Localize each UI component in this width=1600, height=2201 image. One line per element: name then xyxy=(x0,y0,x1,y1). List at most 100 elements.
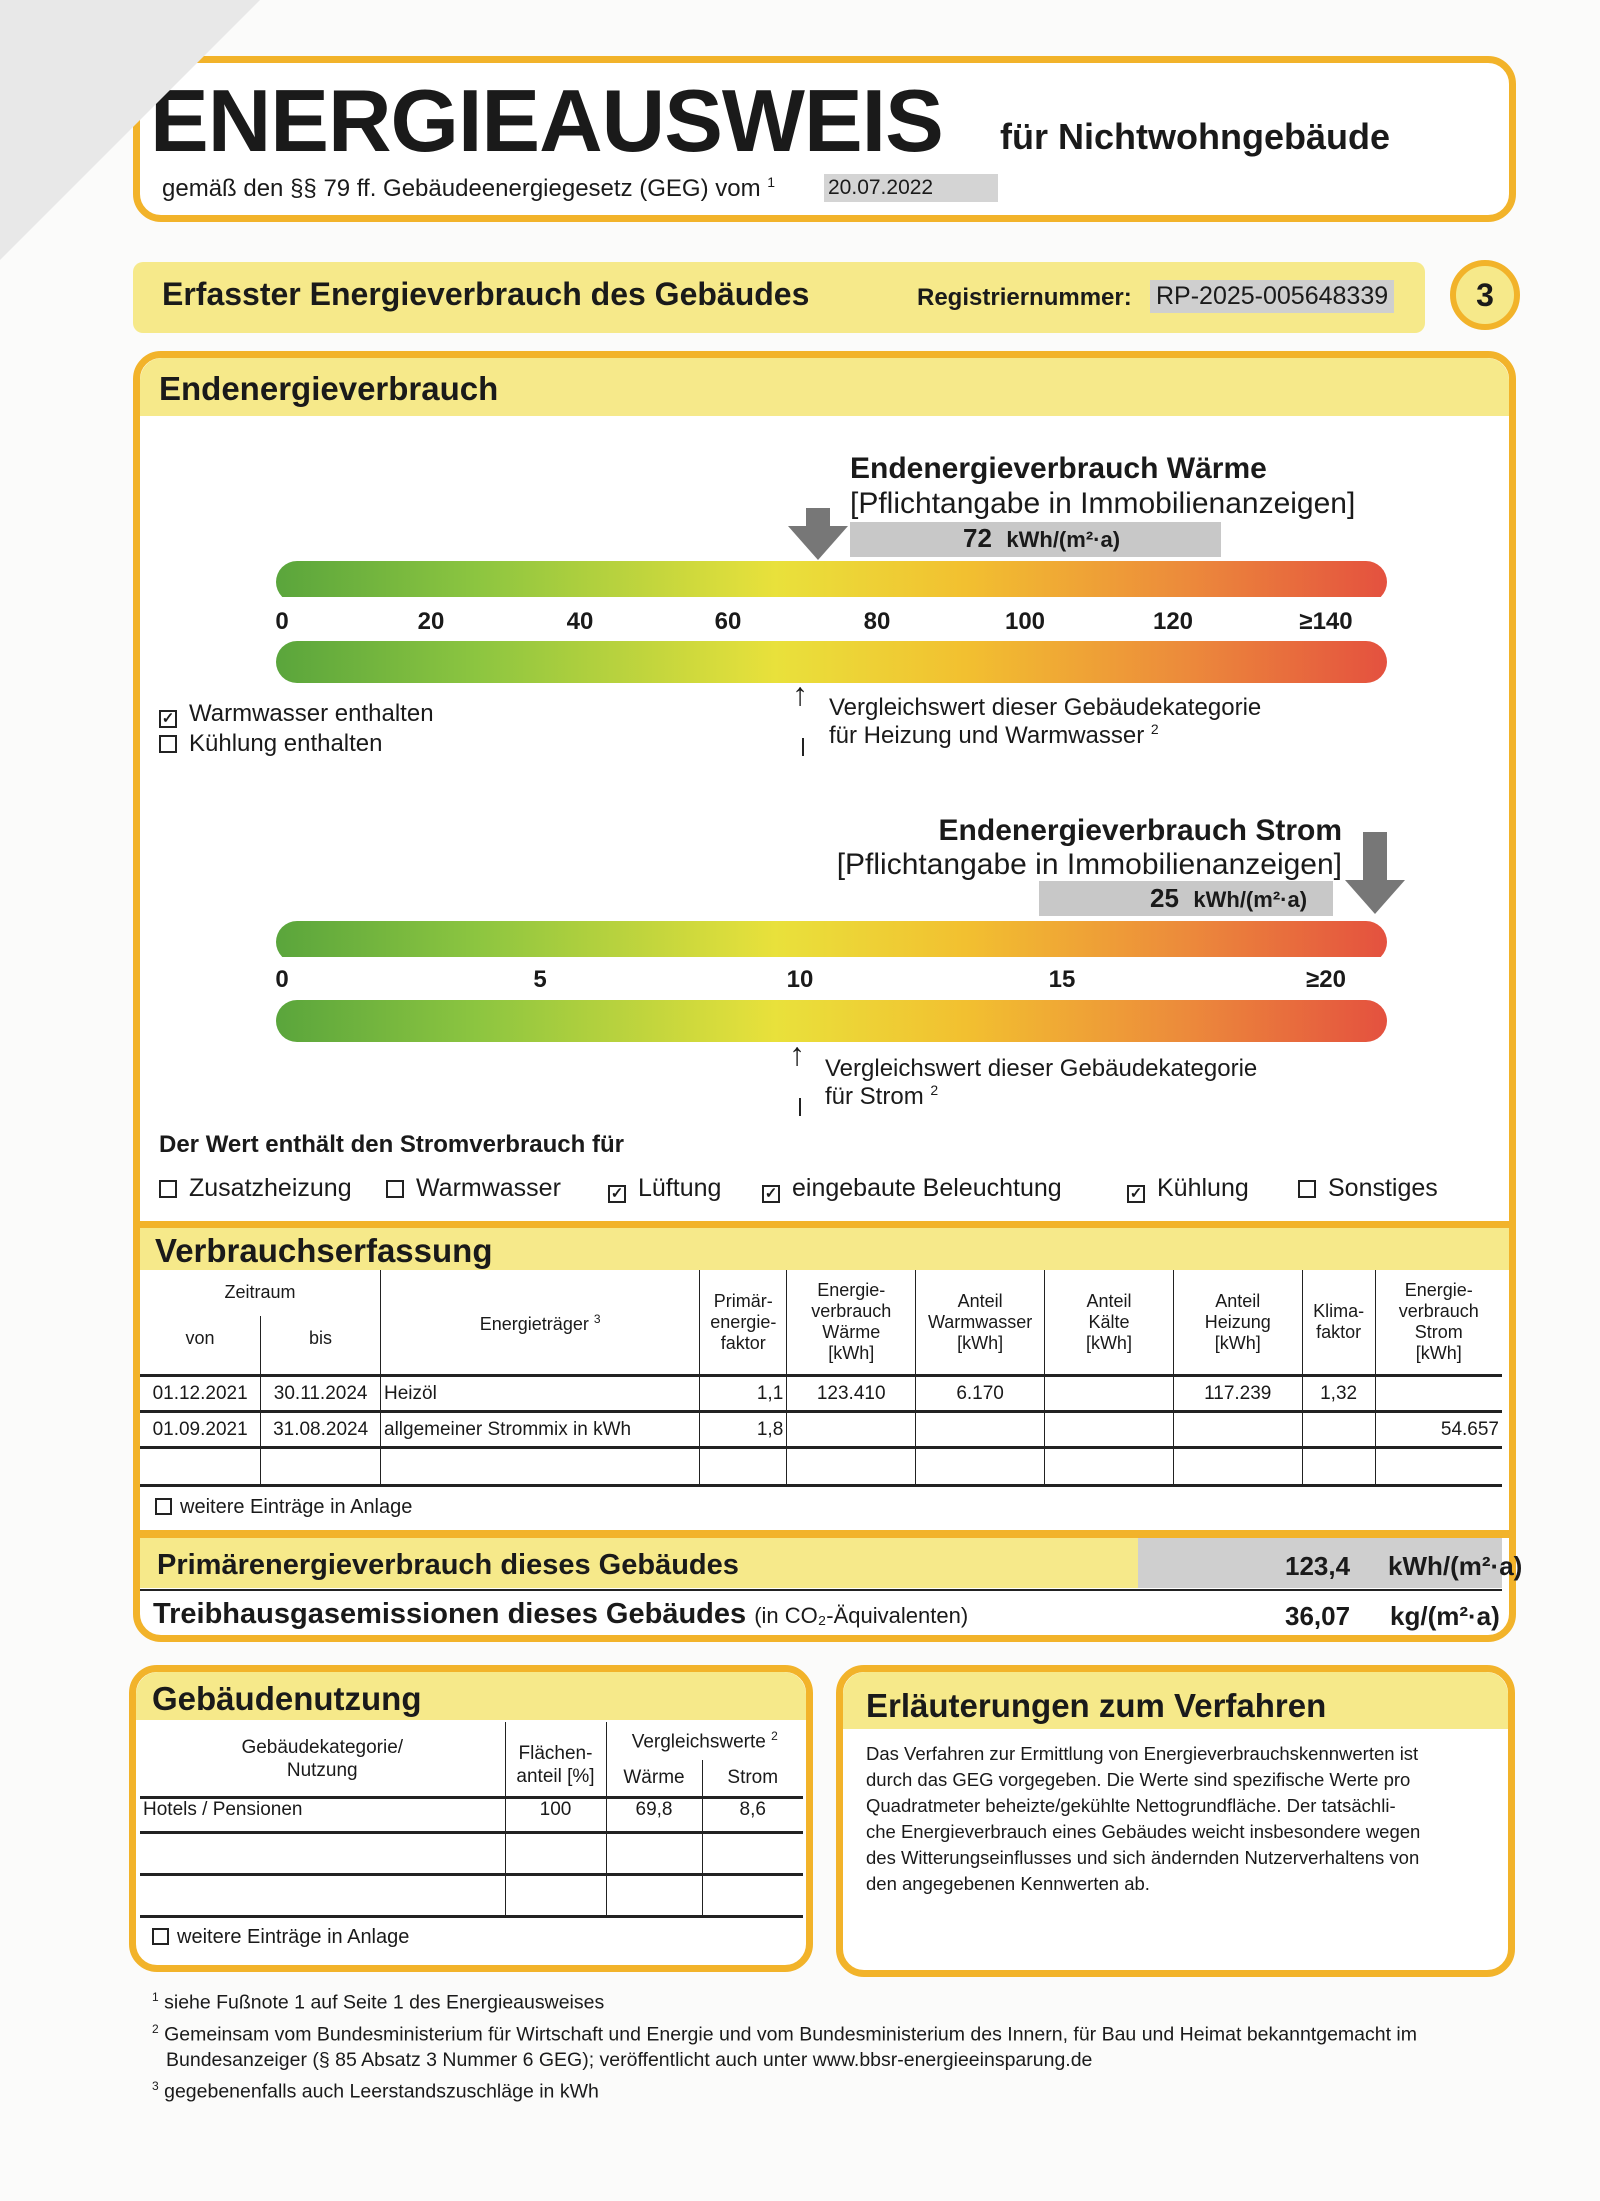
check-label: Warmwasser enthalten xyxy=(189,700,434,727)
footnote-text: Gemeinsam vom Bundesministerium für Wirt… xyxy=(164,2023,1418,2045)
traeger-label: Energieträger xyxy=(479,1314,589,1334)
verbrauch-divider xyxy=(133,1221,1516,1228)
thg-note: (in CO₂-Äquivalenten) xyxy=(754,1603,969,1628)
primaer-label: Primärenergieverbrauch dieses Gebäudes xyxy=(157,1549,739,1581)
waerme-arrow-stem xyxy=(806,508,830,528)
strom-value: 25 kWh/(m²·a) xyxy=(1150,883,1307,914)
primaer-unit: kWh/(m²·a) xyxy=(1388,1551,1523,1581)
include-label: Kühlung xyxy=(1157,1174,1249,1202)
document-title: ENERGIEAUSWEIS xyxy=(150,71,944,170)
strom-compare-text-1: Vergleichswert dieser Gebäudekategorie xyxy=(825,1055,1258,1082)
heizung-header: Anteil Heizung [kWh] xyxy=(1172,1270,1303,1376)
strom-scale-band xyxy=(276,957,1387,1007)
footnote-ref: 2 xyxy=(771,1728,778,1743)
strom-includes-label: Der Wert enthält den Stromverbrauch für xyxy=(159,1131,624,1158)
cell-waerme: 123.410 xyxy=(786,1375,917,1412)
text-line: che Energieverbrauch eines Gebäudes weic… xyxy=(866,1821,1421,1842)
primaer-value-box xyxy=(1138,1538,1502,1588)
traeger-header: Energieträger 3 xyxy=(379,1270,701,1376)
text-line: des Witterungseinflusses und sich ändern… xyxy=(866,1847,1420,1868)
checkbox-empty-icon[interactable] xyxy=(159,1180,177,1198)
bis-label: bis xyxy=(260,1316,380,1374)
footnote-2-cont: Bundesanzeiger (§ 85 Absatz 3 Nummer 6 G… xyxy=(152,2047,1417,2073)
cell-waerme xyxy=(786,1411,917,1448)
include-warmwasser[interactable]: Warmwasser xyxy=(386,1174,561,1203)
nutzung-header xyxy=(136,1672,806,1720)
check-warmwasser[interactable]: ✓ Warmwasser enthalten xyxy=(159,700,434,728)
strom-value-box xyxy=(1039,881,1333,916)
include-lueftung[interactable]: ✓ Lüftung xyxy=(608,1174,721,1203)
vergleich-label: Vergleichswerte xyxy=(631,1731,766,1753)
cell-flaeche: 100 xyxy=(504,1796,607,1833)
checkbox-checked-icon[interactable]: ✓ xyxy=(159,710,177,728)
include-zusatzheizung[interactable]: Zusatzheizung xyxy=(159,1174,352,1203)
strom-value-number: 25 xyxy=(1150,883,1179,913)
primaer-header: Primär- energie- faktor xyxy=(699,1270,788,1376)
include-beleuchtung[interactable]: ✓ eingebaute Beleuchtung xyxy=(762,1174,1062,1203)
include-label: Lüftung xyxy=(638,1174,722,1202)
verbrauch-header-row: Zeitraum von bis Energieträger 3 Primär- … xyxy=(140,1270,1502,1376)
waerme-header: Energie- verbrauch Wärme [kWh] xyxy=(786,1270,917,1376)
text-line: durch das GEG vorgegeben. Die Werte sind… xyxy=(866,1769,1411,1790)
page-number-badge: 3 xyxy=(1450,260,1520,330)
nutzung-more-entries[interactable]: weitere Einträge in Anlage xyxy=(152,1926,409,1949)
footnote-3: 3 gegebenenfalls auch Leerstandszuschläg… xyxy=(152,2073,1417,2105)
waerme-value-number: 72 xyxy=(963,523,992,553)
thg-label: Treibhausgasemissionen dieses Gebäudes (… xyxy=(153,1598,968,1631)
checkbox-empty-icon[interactable] xyxy=(159,735,177,753)
verbrauch-title: Verbrauchserfassung xyxy=(155,1232,493,1269)
strom-arrow-stem xyxy=(1363,832,1387,882)
text-line: Quadratmeter beheizte/gekühlte Nettogrun… xyxy=(866,1795,1396,1816)
include-label: eingebaute Beleuchtung xyxy=(792,1174,1062,1202)
waerme-title: Endenergieverbrauch Wärme xyxy=(850,452,1267,485)
verbrauch-table: Zeitraum von bis Energieträger 3 Primär- … xyxy=(140,1270,1502,1487)
table-row: Hotels / Pensionen 100 69,8 8,6 xyxy=(140,1796,803,1833)
erlaeuterung-title: Erläuterungen zum Verfahren xyxy=(866,1687,1327,1724)
cell-warmwasser xyxy=(915,1411,1046,1448)
cell-kategorie: Hotels / Pensionen xyxy=(140,1796,506,1833)
table-row: 01.09.2021 31.08.2024 allgemeiner Stromm… xyxy=(140,1411,1502,1448)
summary-row-divider xyxy=(140,1589,1502,1591)
waerme-tick: ≥140 xyxy=(1299,608,1353,635)
cell-primaer: 1,1 xyxy=(699,1375,788,1412)
strom-tick: ≥20 xyxy=(1306,966,1346,993)
checkbox-empty-icon[interactable] xyxy=(1298,1180,1316,1198)
footnote-ref: 2 xyxy=(930,1082,939,1098)
vergleich-header: Vergleichswerte 2 xyxy=(605,1722,803,1760)
endenergie-header xyxy=(140,358,1509,416)
strom-tick: 5 xyxy=(533,966,547,993)
waerme-scale-bar-bottom xyxy=(276,641,1387,683)
include-kuehlung[interactable]: ✓ Kühlung xyxy=(1127,1174,1249,1203)
strom-title: Endenergieverbrauch Strom xyxy=(938,814,1342,847)
endenergie-title: Endenergieverbrauch xyxy=(159,370,499,407)
footnote-number: 3 xyxy=(152,2079,159,2093)
checkbox-empty-icon[interactable] xyxy=(155,1498,172,1515)
issue-date: 20.07.2022 xyxy=(824,174,998,202)
text-line: Das Verfahren zur Ermittlung von Energie… xyxy=(866,1743,1419,1764)
checkbox-empty-icon[interactable] xyxy=(386,1180,404,1198)
cell-von: 01.12.2021 xyxy=(140,1375,262,1412)
zeitraum-sub: von bis xyxy=(140,1316,380,1374)
checkbox-checked-icon[interactable]: ✓ xyxy=(1127,1185,1145,1203)
section-title: Erfasster Energieverbrauch des Gebäudes xyxy=(162,276,810,312)
verbrauch-more-entries[interactable]: weitere Einträge in Anlage xyxy=(155,1496,412,1519)
waerme-value-unit: kWh/(m²·a) xyxy=(1006,527,1121,552)
waerme-compare-arrow-icon: ↑ xyxy=(792,676,808,712)
footnote-number: 1 xyxy=(152,1990,159,2004)
checkbox-empty-icon[interactable] xyxy=(152,1928,169,1945)
checkbox-checked-icon[interactable]: ✓ xyxy=(608,1185,626,1203)
check-kuehlung[interactable]: Kühlung enthalten xyxy=(159,730,383,758)
thg-unit: kg/(m²·a) xyxy=(1390,1601,1500,1631)
footnote-ref: 3 xyxy=(593,1312,601,1326)
waerme-compare-text-1: Vergleichswert dieser Gebäudekategorie xyxy=(829,694,1262,721)
header-frame xyxy=(133,56,1516,222)
checkbox-checked-icon[interactable]: ✓ xyxy=(762,1185,780,1203)
nutzung-title: Gebäudenutzung xyxy=(152,1680,422,1717)
table-row-empty xyxy=(140,1873,803,1917)
waerme-scale-bar-top xyxy=(276,561,1387,603)
waerme-tick: 120 xyxy=(1152,608,1194,635)
text-line: den angegebenen Kennwerten ab. xyxy=(866,1873,1150,1894)
footnote-1: 1 siehe Fußnote 1 auf Seite 1 des Energi… xyxy=(152,1984,1417,2016)
include-sonstiges[interactable]: Sonstiges xyxy=(1298,1174,1438,1203)
cell-heizung: 117.239 xyxy=(1172,1375,1303,1412)
